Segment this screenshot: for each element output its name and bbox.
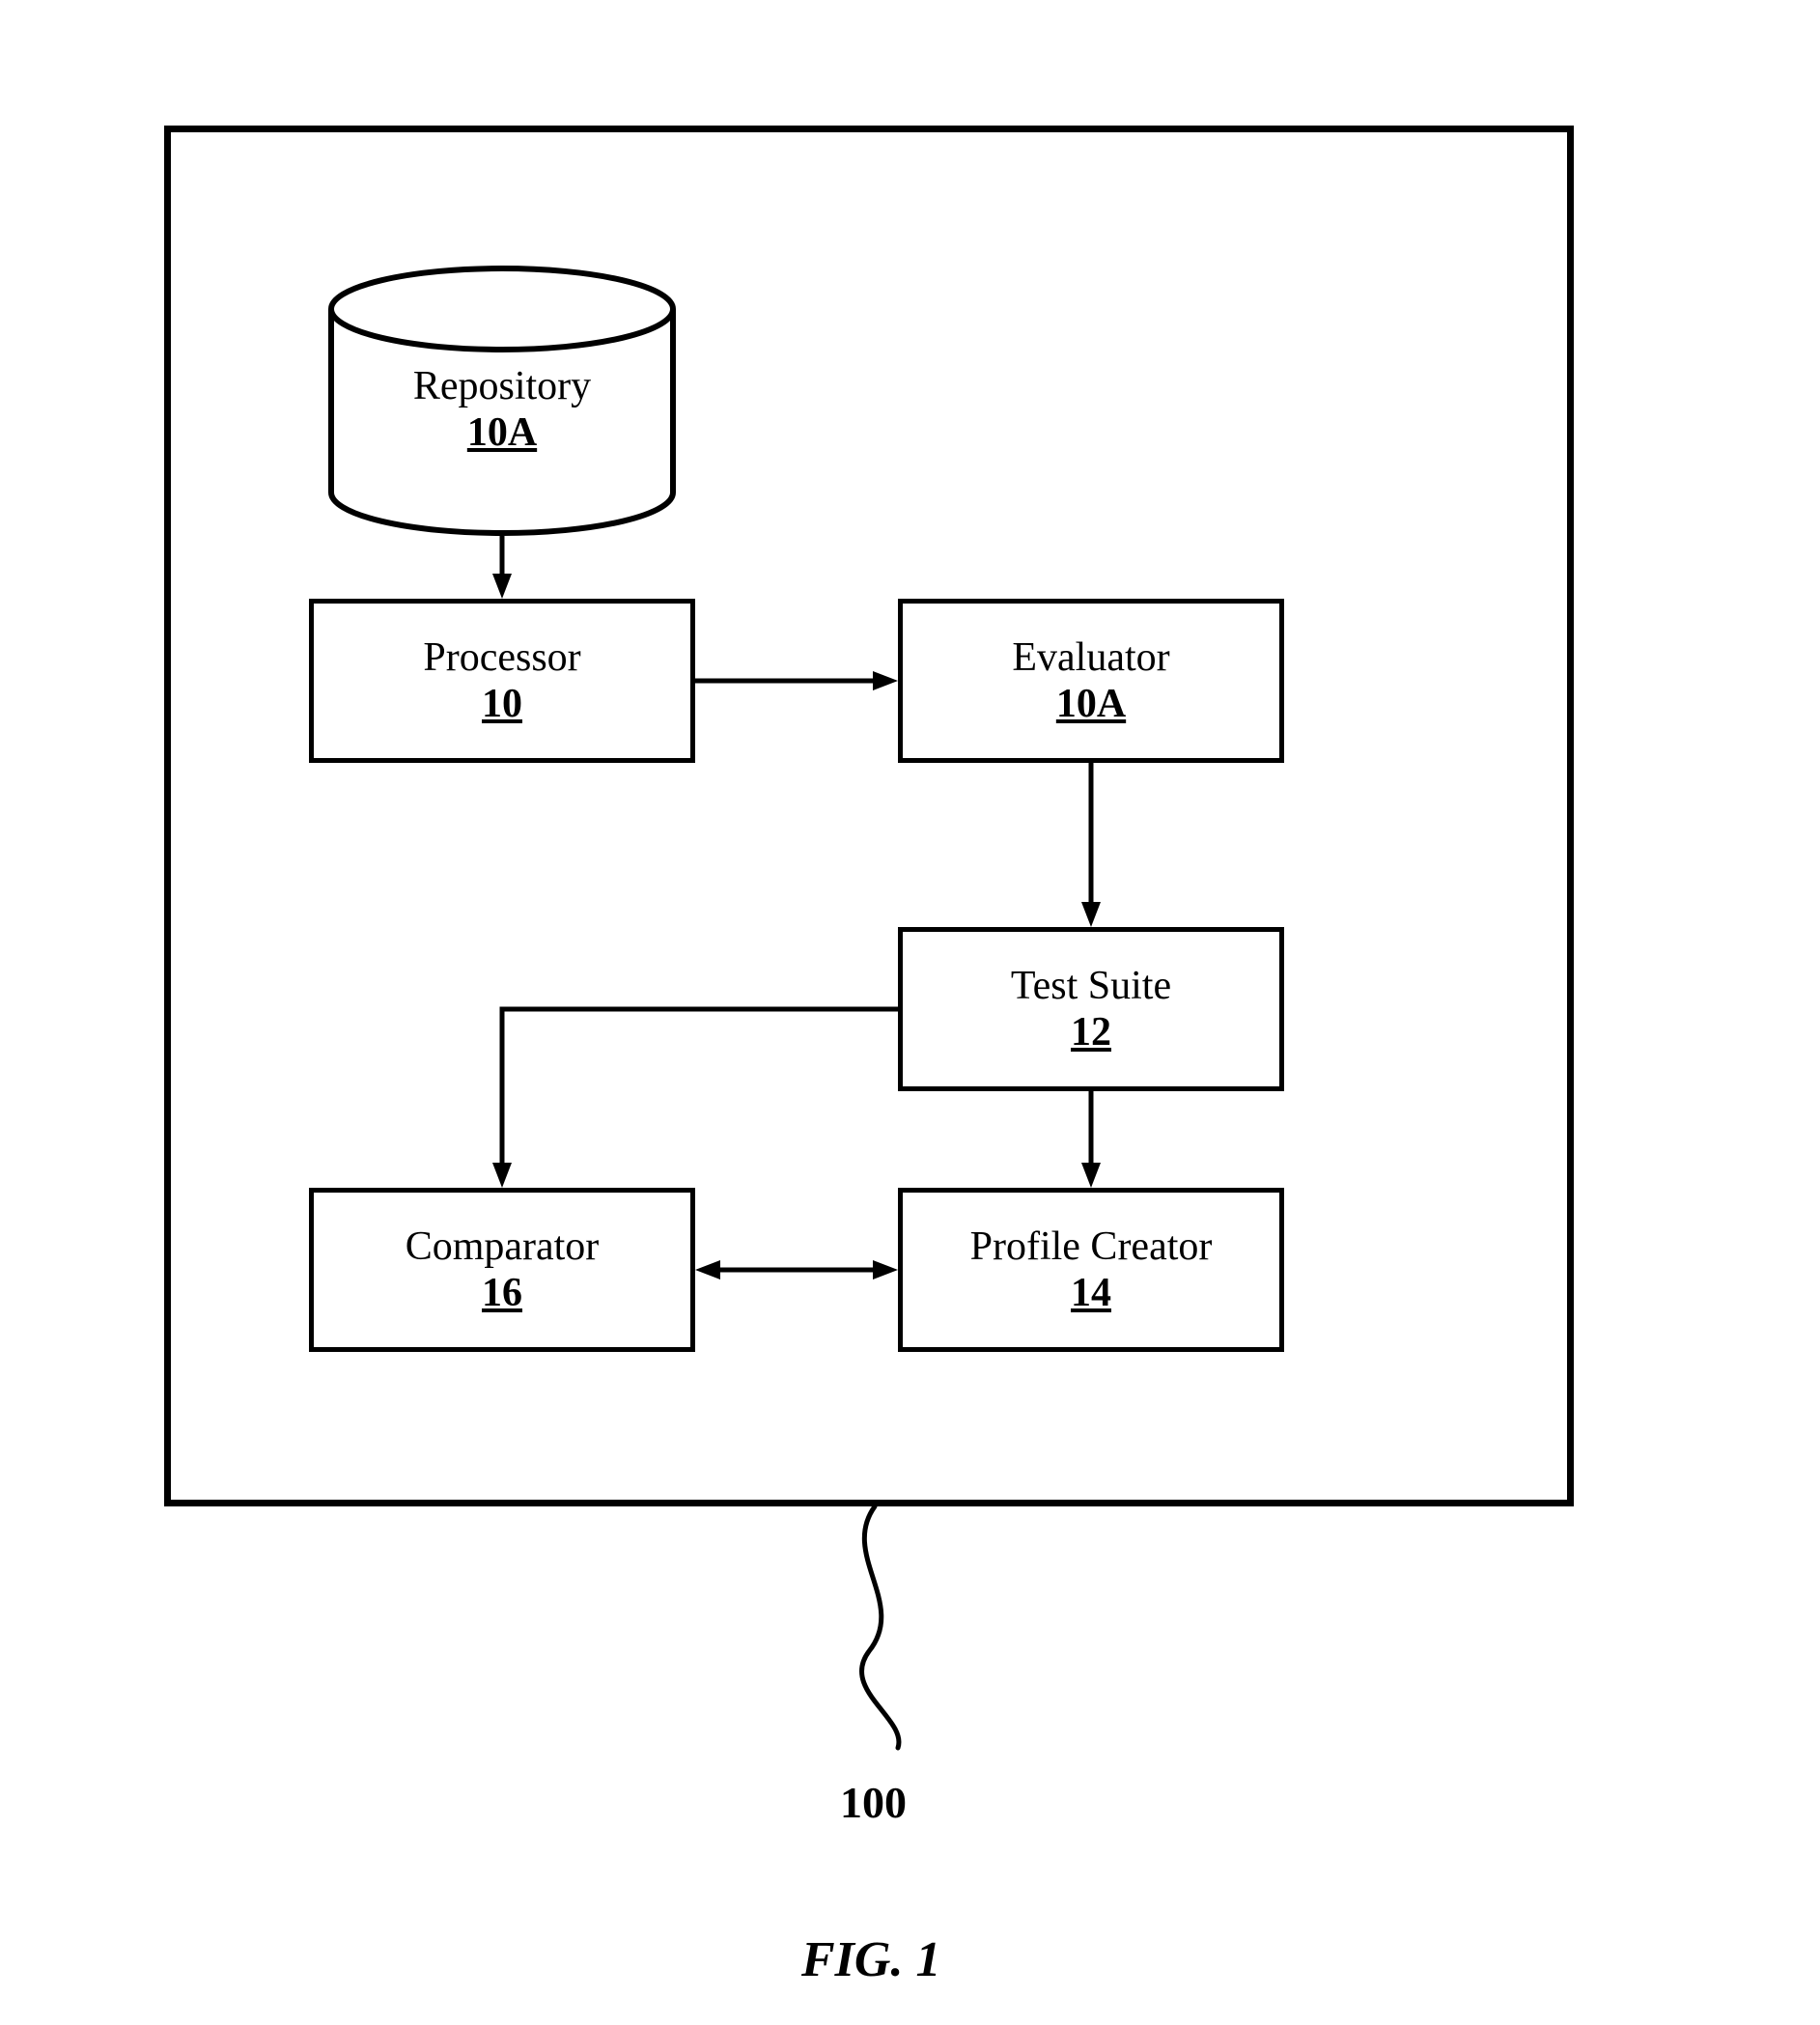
evaluator-box: Evaluator 10A [898,599,1284,763]
comparator-box: Comparator 16 [309,1188,695,1352]
evaluator-title: Evaluator [1012,634,1169,681]
processor-box: Processor 10 [309,599,695,763]
profile-creator-box: Profile Creator 14 [898,1188,1284,1352]
test-suite-title: Test Suite [1011,963,1171,1009]
comparator-ref: 16 [482,1270,522,1316]
figure-caption: FIG. 1 [801,1931,940,1988]
profile-creator-ref: 14 [1071,1270,1111,1316]
figure-ref-text: 100 [840,1778,907,1827]
figure-caption-text: FIG. 1 [801,1932,940,1987]
comparator-title: Comparator [406,1223,600,1270]
evaluator-ref: 10A [1056,681,1126,727]
repository-ref: 10A [467,409,537,456]
processor-title: Processor [423,634,580,681]
repository-cylinder: Repository 10A [328,266,676,536]
repository-title: Repository [413,363,591,409]
test-suite-box: Test Suite 12 [898,927,1284,1091]
processor-ref: 10 [482,681,522,727]
diagram-stage: Repository 10A Processor 10 Evaluator 10… [0,0,1820,2025]
repository-label-group: Repository 10A [328,318,676,501]
profile-creator-title: Profile Creator [970,1223,1213,1270]
test-suite-ref: 12 [1071,1009,1111,1055]
figure-ref-label: 100 [840,1777,907,1828]
